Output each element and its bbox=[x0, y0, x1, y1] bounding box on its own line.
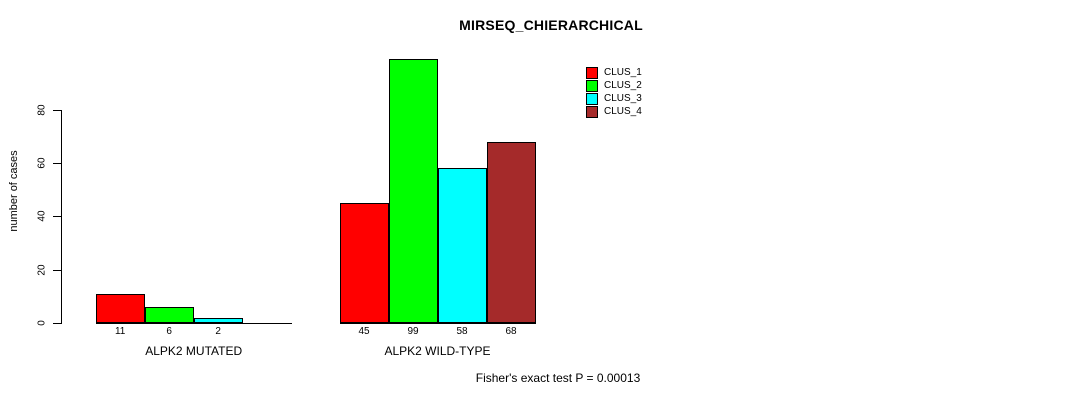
y-axis-line bbox=[61, 110, 62, 324]
legend-swatch bbox=[586, 92, 598, 105]
legend-item-clus_1: CLUS_1 bbox=[586, 66, 642, 79]
legend-label: CLUS_4 bbox=[604, 106, 642, 118]
bar-value-label: 58 bbox=[456, 326, 468, 337]
legend-item-clus_3: CLUS_3 bbox=[586, 92, 642, 105]
group-baseline bbox=[339, 323, 536, 324]
y-axis-title: number of cases bbox=[8, 150, 20, 232]
y-axis-tick bbox=[53, 109, 61, 111]
y-axis-tick bbox=[53, 269, 61, 271]
bar-clus_2 bbox=[388, 59, 438, 323]
x-axis-group-label: ALPK2 WILD-TYPE bbox=[384, 344, 491, 358]
fisher-test-annotation: Fisher's exact test P = 0.00013 bbox=[475, 371, 641, 385]
y-axis-tick-label: 40 bbox=[36, 210, 48, 222]
bar-clus_4 bbox=[486, 141, 536, 323]
legend-label: CLUS_3 bbox=[604, 92, 642, 104]
legend-swatch bbox=[586, 106, 598, 119]
y-axis-tick-label: 0 bbox=[36, 320, 48, 326]
legend-item-clus_2: CLUS_2 bbox=[586, 79, 642, 92]
bar-value-label: 2 bbox=[215, 326, 221, 337]
chart-title: MIRSEQ_CHIERARCHICAL bbox=[459, 17, 643, 33]
bar-value-label: 45 bbox=[358, 326, 370, 337]
x-axis-group-label: ALPK2 MUTATED bbox=[145, 344, 243, 358]
bar-clus_1 bbox=[339, 203, 389, 323]
bar-value-label: 68 bbox=[505, 326, 517, 337]
group-baseline bbox=[95, 323, 292, 324]
bar-clus_3 bbox=[193, 317, 243, 323]
legend-item-clus_4: CLUS_4 bbox=[586, 106, 642, 119]
legend-label: CLUS_1 bbox=[604, 66, 642, 78]
y-axis-tick bbox=[53, 163, 61, 164]
y-axis-tick-label: 60 bbox=[36, 157, 48, 169]
legend-label: CLUS_2 bbox=[604, 79, 642, 91]
bar-value-label: 99 bbox=[407, 326, 419, 337]
y-axis-tick-label: 80 bbox=[36, 104, 48, 116]
bar-clus_2 bbox=[144, 307, 194, 323]
legend-swatch bbox=[586, 79, 598, 92]
bar-clus_3 bbox=[437, 168, 487, 323]
y-axis-tick bbox=[53, 216, 61, 218]
y-axis-tick bbox=[53, 323, 61, 324]
bar-value-label: 11 bbox=[114, 326, 126, 337]
bar-clus_1 bbox=[95, 293, 145, 323]
legend: CLUS_1 CLUS_2 CLUS_3 CLUS_4 bbox=[586, 66, 642, 119]
bar-value-label: 6 bbox=[166, 326, 172, 337]
y-axis-tick-label: 20 bbox=[36, 264, 48, 276]
legend-swatch bbox=[586, 66, 598, 79]
